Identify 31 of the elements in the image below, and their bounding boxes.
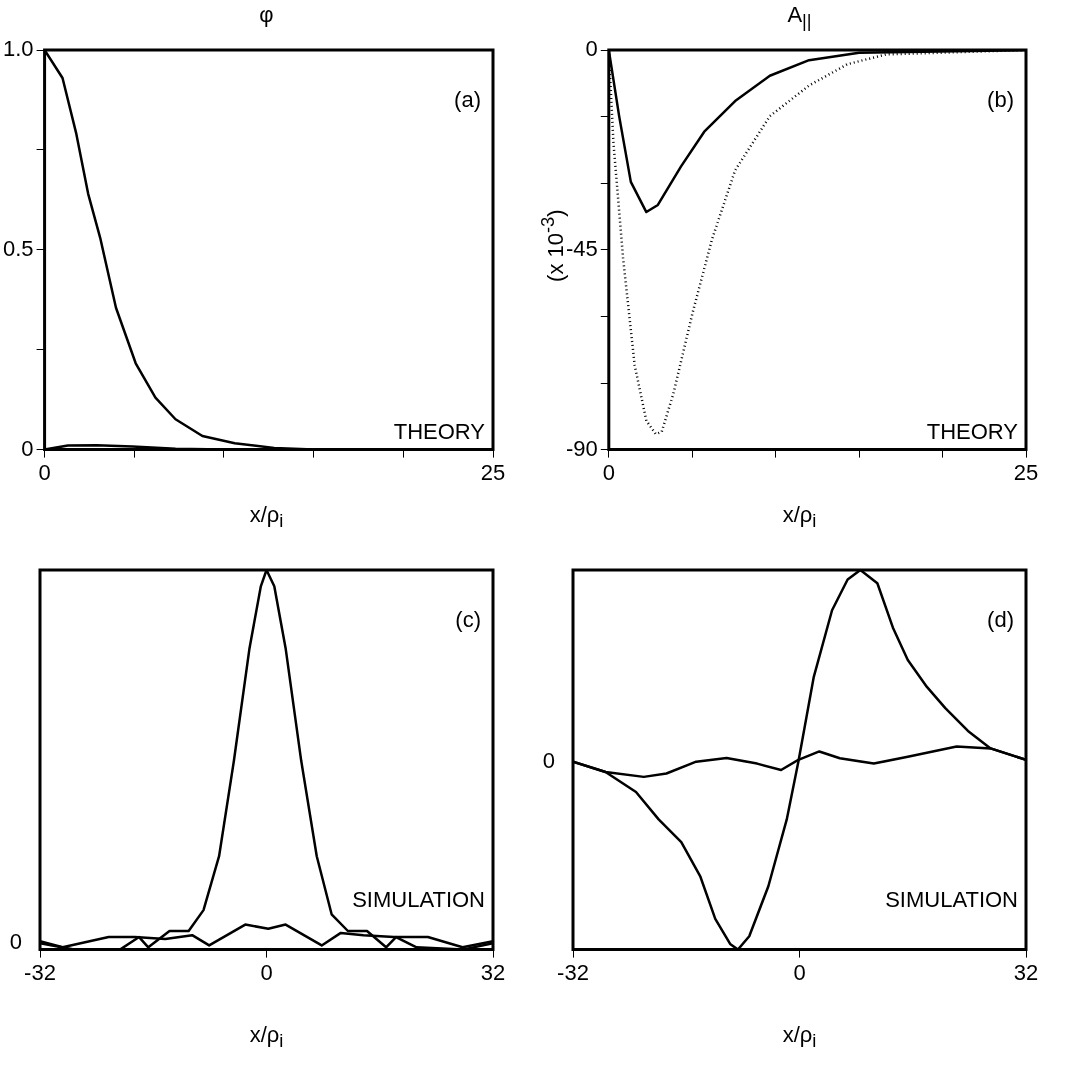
- x-axis-title: x/ρ$_{i}$: [781, 501, 818, 532]
- x-tick-label: 32: [1013, 959, 1039, 985]
- chart-title: A$_{||}$: [786, 2, 813, 33]
- x-tick-label: 32: [480, 959, 506, 985]
- annotation: (a): [454, 87, 481, 113]
- y-tick-label: 0.5: [2, 235, 34, 261]
- x-tick-label: 25: [480, 459, 506, 485]
- x-tick-label: 0: [260, 959, 273, 985]
- x-tick-label: -32: [24, 959, 56, 985]
- x-axis-title: x/ρ$_{i}$: [248, 1021, 285, 1052]
- text: 0: [542, 747, 555, 773]
- chart-title: φ: [258, 2, 275, 28]
- y-tick-label: 0: [21, 435, 34, 461]
- annotation: THEORY: [926, 418, 1019, 444]
- annotation: (c): [455, 607, 481, 633]
- annotation: THEORY: [393, 418, 486, 444]
- annotation: (d): [987, 607, 1014, 633]
- x-tick-label: 0: [793, 959, 806, 985]
- x-axis-title: x/ρ$_{i}$: [248, 501, 285, 532]
- x-tick-label: 0: [38, 459, 51, 485]
- y-tick-label: -45: [566, 235, 598, 261]
- x-tick-label: 25: [1013, 459, 1039, 485]
- y-tick-label: 1.0: [2, 36, 34, 62]
- x-tick-label: -32: [557, 959, 589, 985]
- y-tick-label: -90: [566, 435, 598, 461]
- annotation: SIMULATION: [885, 886, 1018, 912]
- annotation: (b): [987, 87, 1014, 113]
- x-axis-title: x/ρ$_{i}$: [781, 1021, 818, 1052]
- y-tick-label: 0: [585, 36, 598, 62]
- annotation: SIMULATION: [352, 886, 485, 912]
- x-tick-label: 0: [602, 459, 615, 485]
